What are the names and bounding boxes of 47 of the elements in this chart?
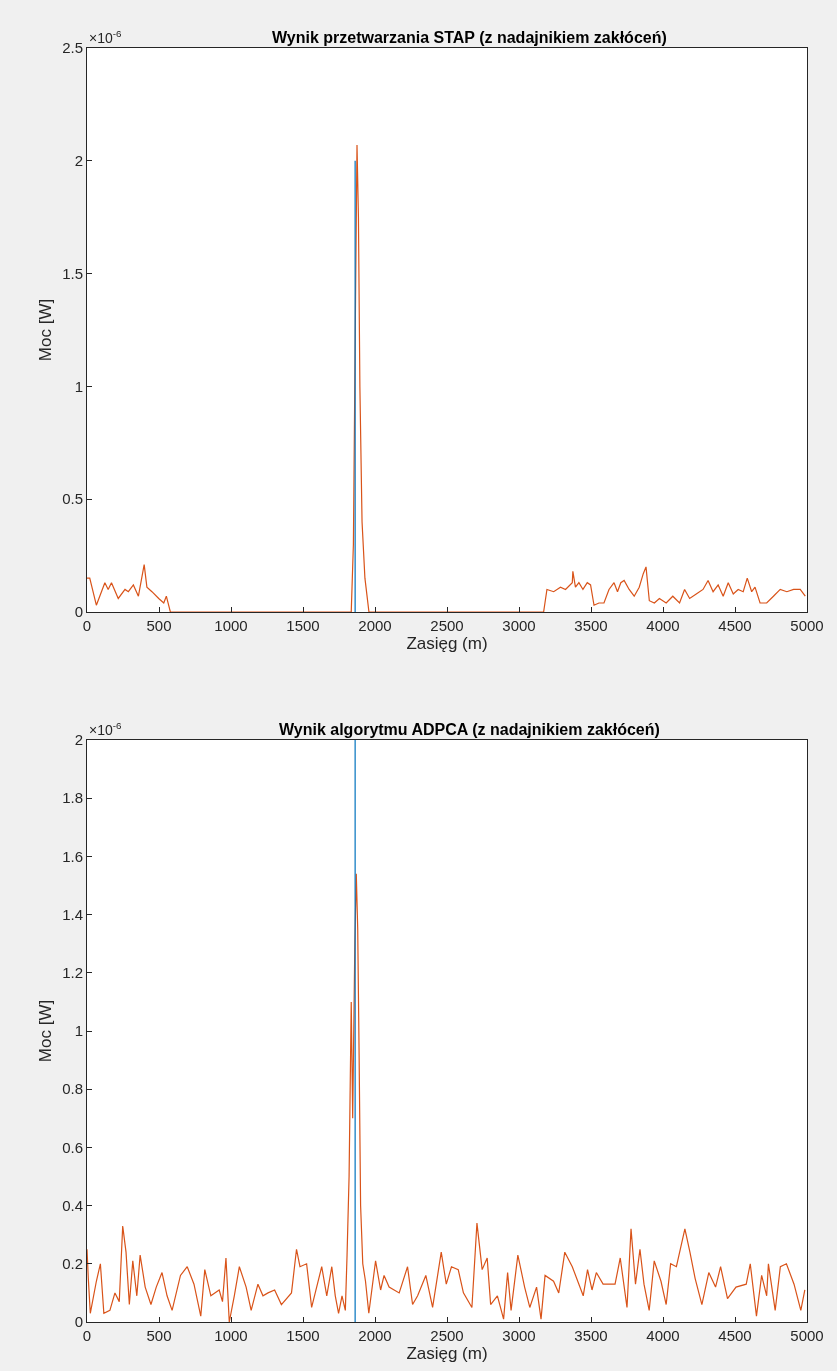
x-tick-label: 2500	[430, 617, 464, 634]
x-tick-label: 4000	[646, 1327, 680, 1344]
y-tick-label: 1.4	[62, 905, 83, 923]
x-tick-label: 5000	[790, 617, 824, 634]
x-tick-label: 1500	[286, 1327, 320, 1344]
y-tick-label: 1.2	[62, 964, 83, 982]
y-tick-label: 2.5	[62, 39, 83, 57]
y-axis-title: Moc [W]	[35, 999, 55, 1063]
y-tick-label: 0	[74, 1313, 83, 1331]
x-axis-title: Zasięg (m)	[406, 1344, 488, 1364]
x-tick-label: 1000	[214, 1327, 248, 1344]
x-tick-label: 2500	[430, 1327, 464, 1344]
y-tick-label: 2	[74, 731, 83, 749]
x-tick-label: 4000	[646, 617, 680, 634]
y-tick-label: 0.4	[62, 1196, 83, 1214]
x-tick-label: 500	[146, 1327, 172, 1344]
y-tick-label: 0.8	[62, 1080, 83, 1098]
x-tick-label: 3500	[574, 617, 608, 634]
y-tick-label: 2	[74, 152, 83, 170]
x-tick-label: 5000	[790, 1327, 824, 1344]
x-tick-label: 1000	[214, 617, 248, 634]
x-tick-label: 4500	[718, 1327, 752, 1344]
x-tick-label: 500	[146, 617, 172, 634]
y-tick-label: 1.5	[62, 264, 83, 282]
chart-title: Wynik algorytmu ADPCA (z nadajnikiem zakłóceń)	[279, 721, 660, 738]
y-tick-label: 1	[74, 377, 83, 395]
x-tick-label: 2000	[358, 617, 392, 634]
y-axis-title: Moc [W]	[35, 298, 55, 362]
x-tick-label: 3500	[574, 1327, 608, 1344]
chart-title: Wynik przetwarzania STAP (z nadajnikiem zakłóceń)	[272, 29, 667, 46]
x-tick-label: 3000	[502, 617, 536, 634]
y-tick-label: 0.5	[62, 490, 83, 508]
x-axis-title: Zasięg (m)	[406, 634, 488, 654]
line-series	[87, 873, 806, 1322]
y-tick-label: 0.2	[62, 1255, 83, 1273]
line-series	[87, 144, 806, 612]
y-tick-label: 1.6	[62, 847, 83, 865]
x-tick-label: 3000	[502, 1327, 536, 1344]
x-tick-label: 2000	[358, 1327, 392, 1344]
y-tick-label: 1.8	[62, 789, 83, 807]
text: ×10$^{-6}$	[89, 28, 123, 46]
y-tick-label: 0.6	[62, 1138, 83, 1156]
x-tick-label: 1500	[286, 617, 320, 634]
y-tick-label: 1	[74, 1022, 83, 1040]
y-tick-label: 0	[74, 603, 83, 621]
x-tick-label: 4500	[718, 617, 752, 634]
text: ×10$^{-6}$	[89, 720, 123, 738]
